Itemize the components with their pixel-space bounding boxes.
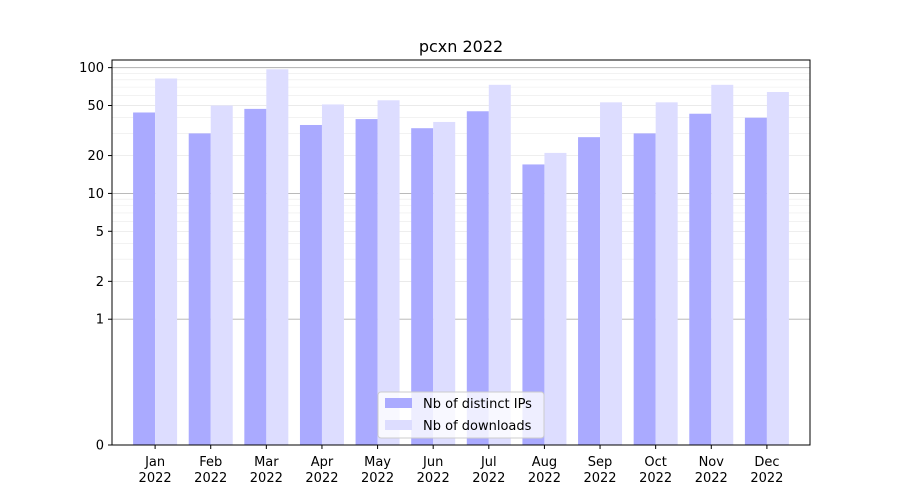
plot-frame	[111, 59, 811, 446]
legend-swatch-downloads	[385, 420, 412, 430]
x-tick-label-month: Oct	[644, 455, 666, 470]
y-tick-label: 0	[96, 439, 104, 454]
x-tick-label-month: Jul	[480, 455, 497, 470]
bar-downloads	[155, 78, 178, 445]
bar-downloads	[544, 152, 567, 445]
legend-swatch-ips	[385, 398, 412, 408]
x-tick-label-month: Apr	[311, 455, 334, 470]
axes-layer: 0125102050100Jan2022Feb2022Mar2022Apr202…	[79, 59, 811, 486]
bar-distinct-ips	[578, 137, 601, 445]
legend: Nb of distinct IPs Nb of downloads	[377, 391, 545, 439]
bar-downloads	[488, 84, 511, 446]
x-tick-label-year: 2022	[139, 471, 172, 486]
x-tick-label-year: 2022	[361, 471, 394, 486]
x-tick-label-month: May	[364, 455, 391, 470]
chart-title: pcxn 2022	[419, 37, 503, 56]
bar-downloads	[377, 100, 400, 445]
x-tick-label-month: Feb	[199, 455, 222, 470]
x-tick-label-month: Jun	[422, 455, 443, 470]
bar-distinct-ips	[411, 128, 434, 446]
y-tick-label: 5	[96, 225, 104, 240]
y-tick-label: 2	[96, 275, 104, 290]
bar-distinct-ips	[633, 133, 656, 445]
bar-downloads	[210, 105, 233, 445]
bar-downloads	[321, 104, 344, 445]
bar-downloads	[655, 102, 678, 446]
x-tick-label-year: 2022	[305, 471, 338, 486]
x-tick-label-month: Jan	[144, 455, 165, 470]
x-tick-label-year: 2022	[194, 471, 227, 486]
legend-label-downloads: Nb of downloads	[423, 419, 532, 434]
bar-downloads	[766, 92, 789, 445]
bar-distinct-ips	[744, 117, 767, 445]
bar-downloads	[266, 69, 289, 445]
x-tick-label-year: 2022	[417, 471, 450, 486]
bar-downloads	[711, 84, 734, 446]
x-tick-label-year: 2022	[695, 471, 728, 486]
bar-distinct-ips	[689, 113, 712, 445]
x-tick-label-month: Nov	[699, 455, 725, 470]
x-tick-label-year: 2022	[639, 471, 672, 486]
x-tick-label-month: Dec	[754, 455, 779, 470]
x-tick-label-year: 2022	[528, 471, 561, 486]
bar-distinct-ips	[299, 124, 322, 445]
y-tick-label: 20	[87, 149, 104, 164]
x-tick-label-month: Aug	[532, 455, 557, 470]
bar-downloads	[600, 102, 623, 446]
bar-distinct-ips	[244, 108, 267, 445]
bar-distinct-ips	[466, 111, 489, 445]
x-tick-label-year: 2022	[583, 471, 616, 486]
y-tick-label: 100	[79, 61, 104, 76]
bar-distinct-ips	[133, 112, 156, 446]
bar-distinct-ips	[188, 133, 211, 445]
bar-downloads	[433, 121, 456, 445]
x-tick-label-month: Sep	[588, 455, 613, 470]
y-tick-label: 1	[96, 313, 104, 328]
x-tick-label-year: 2022	[472, 471, 505, 486]
bar-distinct-ips	[522, 164, 545, 445]
bars-layer	[133, 69, 789, 446]
legend-frame	[377, 391, 545, 439]
y-tick-label: 10	[87, 187, 104, 202]
x-tick-label-month: Mar	[254, 455, 279, 470]
y-tick-label: 50	[87, 99, 104, 114]
legend-label-ips: Nb of distinct IPs	[423, 397, 532, 412]
x-tick-label-year: 2022	[250, 471, 283, 486]
x-tick-label-year: 2022	[750, 471, 783, 486]
bar-distinct-ips	[355, 119, 378, 445]
